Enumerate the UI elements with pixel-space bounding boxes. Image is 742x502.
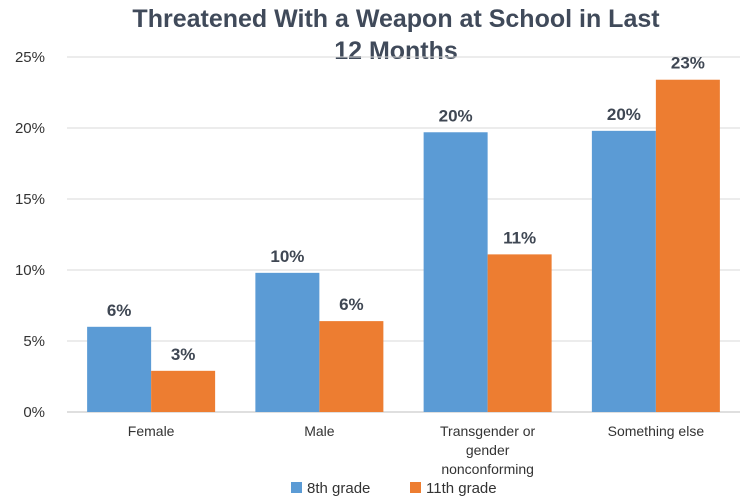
data-label: 10% — [270, 247, 304, 266]
legend-label: 8th grade — [307, 480, 370, 497]
y-tick-label: 25% — [15, 49, 45, 66]
y-tick-label: 10% — [15, 262, 45, 279]
chart-title-line-2: 12 Months — [334, 37, 458, 65]
x-category-label: Female — [128, 423, 175, 439]
x-category-label: nonconforming — [441, 461, 534, 477]
y-tick-label: 0% — [23, 404, 45, 421]
y-tick-label: 20% — [15, 120, 45, 137]
data-label: 11% — [503, 228, 536, 247]
legend-label: 11th grade — [426, 480, 497, 497]
data-label: 20% — [607, 105, 641, 124]
y-tick-label: 15% — [15, 191, 45, 208]
chart-title: Threatened With a Weapon at School in La… — [132, 5, 660, 65]
bar — [255, 272, 320, 412]
bar — [151, 370, 216, 412]
bar — [487, 254, 552, 412]
data-labels: 6% 3% 10% 6% 20% 11% 20% 23% — [107, 54, 705, 364]
chart-title-line-1: Threatened With a Weapon at School in La… — [132, 5, 660, 33]
y-tick-label: 5% — [23, 333, 45, 350]
legend-swatch — [291, 482, 302, 493]
data-label: 6% — [107, 301, 132, 320]
data-label: 23% — [671, 54, 705, 73]
bars — [87, 79, 720, 412]
x-category-label: Something else — [608, 423, 705, 439]
legend: 8th grade 11th grade — [291, 480, 497, 497]
data-label: 6% — [339, 295, 364, 314]
bar — [319, 321, 384, 412]
bar — [655, 79, 720, 412]
x-axis-category-labels: Female Male Transgender or gender nonconform… — [128, 423, 705, 477]
data-label: 3% — [171, 345, 196, 364]
bar — [423, 132, 488, 412]
legend-swatch — [410, 482, 421, 493]
y-axis-ticks: 0% 5% 10% 15% 20% 25% — [15, 49, 45, 421]
data-label: 20% — [439, 106, 473, 125]
bar — [87, 326, 152, 412]
x-category-label: gender — [466, 442, 510, 458]
x-category-label: Male — [304, 423, 335, 439]
bar — [591, 130, 656, 412]
x-category-label: Transgender or — [440, 423, 536, 439]
